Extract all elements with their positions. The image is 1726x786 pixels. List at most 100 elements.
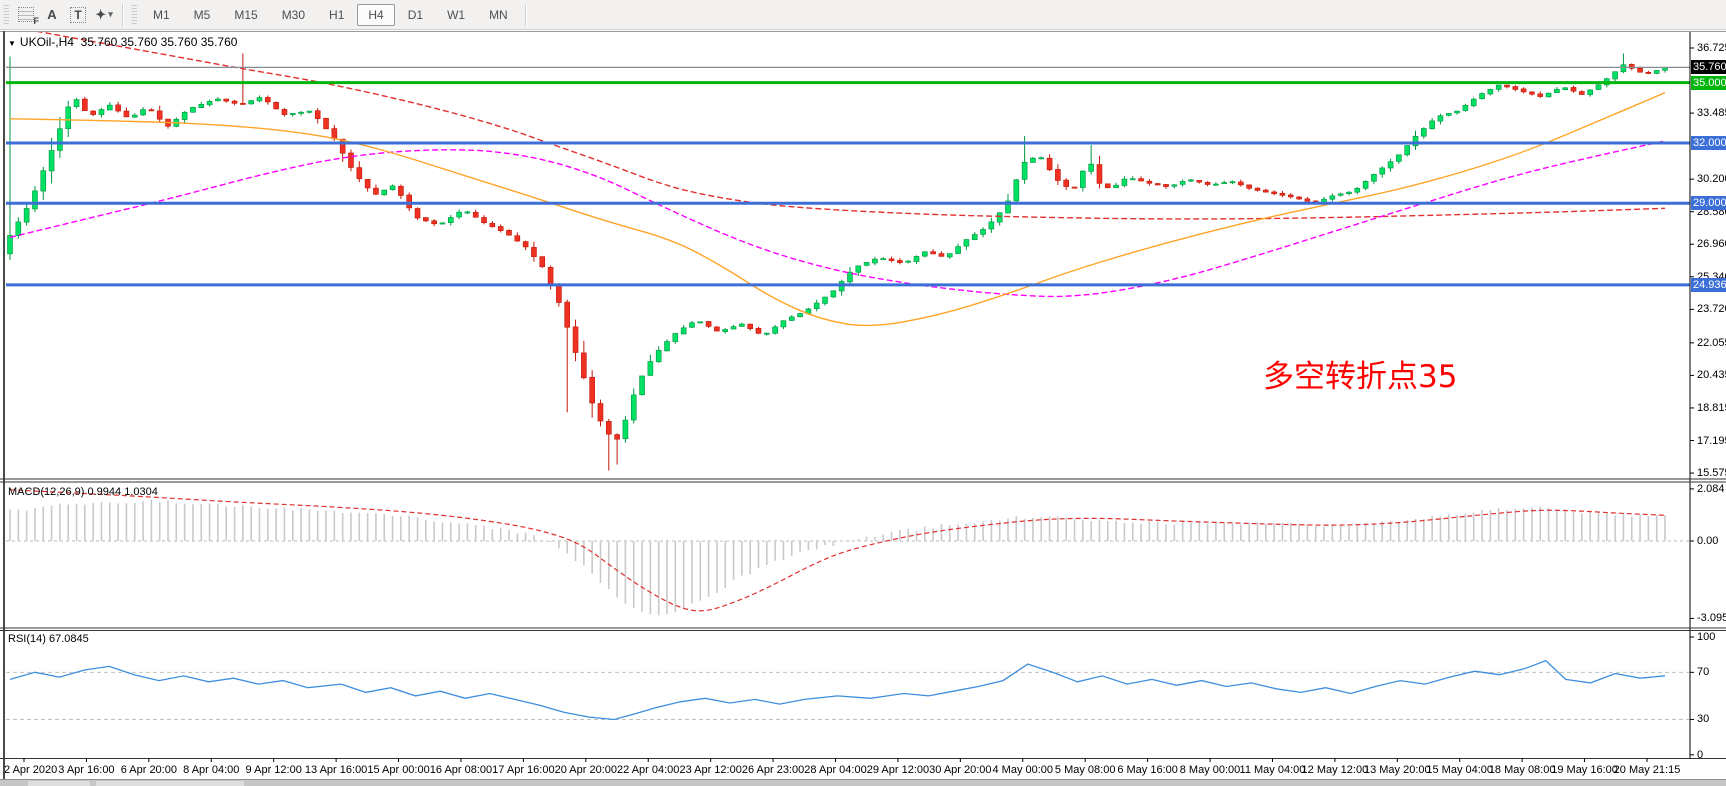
- toolbar-grip[interactable]: [131, 4, 137, 25]
- macd-name: MACD(12,26,9): [8, 486, 85, 498]
- time-axis-label: 2 Apr 2020: [4, 764, 58, 776]
- timeframe-button-d1[interactable]: D1: [397, 4, 434, 26]
- ma-slow-red-line[interactable]: [10, 31, 1666, 220]
- price-axis-label: 26.960: [1697, 238, 1726, 251]
- timeframe-button-m1[interactable]: M1: [142, 4, 181, 26]
- rsi-axis-label: 70: [1697, 666, 1710, 679]
- macd-panel[interactable]: [6, 489, 1690, 616]
- text-annotation[interactable]: 多空转折点35: [1263, 359, 1458, 395]
- time-axis-label: 18 May 08:00: [1488, 764, 1556, 776]
- level-price-tag-29.000: 29.000: [1691, 196, 1726, 211]
- text-tool-button[interactable]: T: [65, 3, 91, 27]
- time-axis-label: 20 May 21:15: [1613, 764, 1681, 776]
- level-price-tag-35.000: 35.000: [1691, 75, 1726, 90]
- time-axis-label: 8 Apr 04:00: [183, 764, 240, 776]
- time-axis-label: 20 Apr 20:00: [554, 764, 617, 776]
- level-price-tag-32.000: 32.000: [1691, 135, 1726, 150]
- macd-axis-label: 2.084: [1697, 482, 1725, 495]
- ma-fast-orange-line[interactable]: [9, 92, 1666, 327]
- scrollbar-thumb[interactable]: [28, 781, 90, 786]
- time-axis-label: 29 Apr 12:00: [866, 764, 930, 776]
- scrollbar-thumb[interactable]: [96, 781, 244, 786]
- time-axis-label: 5 May 08:00: [1054, 764, 1116, 776]
- rsi-axis-label: 0: [1697, 748, 1704, 761]
- chart-window: ▼ UKOil-,H4 35.760 35.760 35.760 35.760 M…: [0, 31, 1726, 779]
- timeframe-button-mn[interactable]: MN: [478, 4, 519, 26]
- time-axis-label: 6 May 16:00: [1117, 764, 1178, 776]
- time-axis-label: 16 Apr 08:00: [429, 764, 493, 776]
- timeframe-button-h4[interactable]: H4: [357, 3, 395, 26]
- price-axis-label: 36.725: [1697, 41, 1726, 54]
- time-axis-label: 9 Apr 12:00: [245, 764, 302, 776]
- macd-axis-label: -3.0957: [1697, 612, 1726, 625]
- macd-axis-label: 0.00: [1697, 535, 1719, 547]
- time-axis-label: 4 May 00:00: [992, 764, 1054, 776]
- time-axis-label: 13 Apr 16:00: [304, 764, 368, 776]
- timeframe-button-m15[interactable]: M15: [223, 4, 268, 26]
- rsi-name: RSI(14): [8, 633, 46, 645]
- timeframe-button-m5[interactable]: M5: [183, 4, 222, 26]
- time-axis-label: 13 May 20:00: [1363, 764, 1431, 776]
- time-axis-label: 15 May 04:00: [1426, 764, 1494, 776]
- shapes-tool-icon: ✦: [95, 6, 107, 22]
- horizontal-scrollbar[interactable]: [0, 779, 1726, 786]
- macd-signal-value: 1.0304: [124, 486, 158, 498]
- toolbar-separator: [122, 3, 123, 26]
- toolbar-separator: [524, 3, 526, 26]
- rsi-axis-label: 30: [1697, 713, 1710, 726]
- price-axis-label: 30.200: [1697, 173, 1726, 186]
- price-axis-label: 15.575: [1697, 467, 1726, 480]
- main-price-panel[interactable]: [7, 31, 1668, 471]
- time-axis-label: 19 May 16:00: [1551, 764, 1618, 776]
- time-axis-label: 23 Apr 12:00: [679, 764, 742, 776]
- time-axis-label: 26 Apr 23:00: [741, 764, 805, 776]
- price-axis-label: 22.055: [1697, 336, 1726, 349]
- timeframe-group: M1 M5 M15 M30 H1 H4 D1 W1 MN: [141, 3, 520, 26]
- level-price-tag-24.936: 24.936: [1691, 277, 1726, 292]
- shapes-tool-button[interactable]: ✦ ▾: [91, 3, 117, 27]
- chart-canvas[interactable]: [0, 31, 1726, 779]
- text-tool-icon: T: [70, 6, 86, 23]
- quote-values: 35.760 35.760 35.760 35.760: [80, 35, 238, 49]
- time-axis-label: 30 Apr 20:00: [929, 764, 992, 776]
- time-axis-label: 15 Apr 00:00: [367, 764, 430, 776]
- timeframe-button-w1[interactable]: W1: [436, 4, 476, 26]
- time-axis-label: 22 Apr 04:00: [617, 764, 680, 776]
- ma-medium-magenta-line[interactable]: [9, 140, 1666, 298]
- time-axis-label: 28 Apr 04:00: [804, 764, 867, 776]
- label-tool-button[interactable]: A: [39, 3, 65, 27]
- rsi-line: [9, 659, 1666, 721]
- time-axis-label: 3 Apr 16:00: [58, 764, 115, 776]
- label-tool-icon: A: [47, 7, 57, 22]
- rsi-panel[interactable]: [6, 659, 1690, 721]
- macd-value: 0.9944: [87, 486, 122, 498]
- timeframe-button-h1[interactable]: H1: [318, 4, 355, 26]
- current-price-tag: 35.760: [1691, 60, 1726, 75]
- chevron-down-icon: ▾: [108, 9, 113, 19]
- toolbar-grip[interactable]: [3, 4, 9, 25]
- chevron-down-icon[interactable]: ▼: [8, 39, 16, 48]
- symbol-period-label: UKOil-,H4: [19, 35, 74, 49]
- rsi-indicator-label: RSI(14) 67.0845: [8, 633, 89, 645]
- chart-grid-tool-icon: F: [18, 7, 39, 26]
- rsi-axis-label: 100: [1697, 631, 1716, 643]
- time-axis-label: 11 May 04:00: [1239, 764, 1306, 776]
- chart-title: ▼ UKOil-,H4 35.760 35.760 35.760 35.760: [8, 35, 237, 49]
- timeframe-button-m30[interactable]: M30: [271, 4, 316, 26]
- price-axis-label: 33.485: [1697, 107, 1726, 120]
- rsi-value: 67.0845: [48, 633, 89, 645]
- chart-grid-tool-button[interactable]: F: [13, 3, 39, 27]
- time-axis-label: 12 May 12:00: [1301, 764, 1369, 776]
- toolbar: F A T ✦ ▾ M1 M5 M15 M30 H1 H4 D1 W1 MN: [0, 0, 1726, 30]
- time-axis-label: 8 May 00:00: [1179, 764, 1241, 776]
- time-axis-label: 17 Apr 16:00: [492, 764, 555, 776]
- price-axis-label: 17.195: [1697, 434, 1726, 447]
- drawing-tools-group: F A T ✦ ▾: [13, 3, 117, 27]
- macd-indicator-label: MACD(12,26,9) 0.9944 1.0304: [8, 486, 158, 498]
- price-axis-label: 20.435: [1697, 369, 1726, 382]
- macd-signal-line: [9, 489, 1666, 612]
- price-axis-label: 18.815: [1697, 401, 1726, 414]
- price-axis-label: 23.720: [1697, 303, 1726, 316]
- time-axis-label: 6 Apr 20:00: [120, 764, 177, 776]
